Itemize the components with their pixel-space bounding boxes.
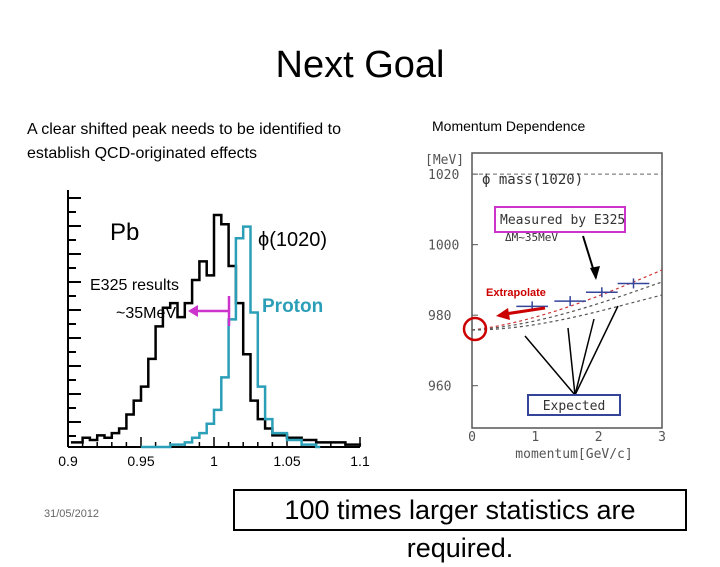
momentum-x-axis-label: momentum[GeV/c] [515,447,632,462]
spectrum-series-pb [70,213,362,446]
conclusion-box: 100 times larger statistics are required… [233,489,687,563]
momentum-x-tick-label: 3 [658,430,666,445]
expected-box [527,394,621,416]
spectrum-x-tick-label: 1.1 [350,453,370,469]
theory-curve [471,269,663,331]
delta-m-label: ΔM~35MeV [505,231,558,244]
expected-arrow [574,318,595,396]
momentum-y-axis-label: [MeV] [425,153,464,168]
intro-text: A clear shifted peak needs to be identif… [27,121,341,162]
momentum-x-tick-label: 2 [595,430,603,445]
expected-arrow [574,305,619,396]
spectrum-chart: 0.9 0.95 1 1.05 1.1 Pb ϕ(1020) E325 results ~35… [58,152,666,469]
proton-label: Proton [262,296,323,317]
spectrum-annotations: Pb ϕ(1020) E325 results ~35MeV Proton [90,219,327,326]
spectrum-x-tick-label: 1.05 [273,453,300,469]
momentum-chart: [MeV] 960 980 1000 1020 0 1 2 3 momentum[GeV/c] ϕ … [425,152,666,462]
expected-label: Expected [543,399,606,414]
momentum-x-tick-label: 0 [468,430,476,445]
theory-curve [471,281,663,331]
date-footer: 31/05/2012 [44,508,100,520]
spectrum-x-tick-label: 1 [210,453,218,469]
momentum-heading: Momentum Dependence [432,118,586,134]
spectrum-axes [67,190,361,448]
pb-label: Pb [110,219,139,246]
extrapolate-arrow [504,306,546,316]
spectrum-series [70,213,362,449]
phi-peak-label: ϕ(1020) [258,229,327,251]
reference-label: ϕ mass(1020) [482,172,583,188]
spectrum-x-tick-label: 0.9 [58,453,78,469]
spectrum-series-proton [141,225,321,449]
measured-label: Measured by E325 [500,213,625,228]
momentum-x-tick-label: 1 [531,430,539,445]
momentum-y-tick-label: 1020 [428,168,459,183]
extrapolate-circle [462,316,488,342]
spectrum-x-tick-label: 0.95 [127,453,154,469]
expected-arrow [524,335,576,396]
shift-arrow-head [188,305,198,317]
expected-arrow [567,327,576,396]
measured-box [494,206,626,233]
theory-curve [471,294,663,331]
measured-arrow-head [590,266,600,280]
momentum-plot-frame [471,152,663,429]
momentum-y-tick-label: 980 [428,309,451,324]
slide-title: Next Goal [275,44,445,86]
momentum-y-tick-label: 1000 [428,239,459,254]
shift-label: ~35MeV [116,305,176,322]
extrapolate-label: Extrapolate [486,287,546,299]
e325-results-label: E325 results [90,277,179,294]
spectrum-tick-labels: 0.9 0.95 1 1.05 1.1 [58,453,370,469]
extrapolate-arrow-head [496,308,510,320]
momentum-y-tick-label: 960 [428,380,451,395]
